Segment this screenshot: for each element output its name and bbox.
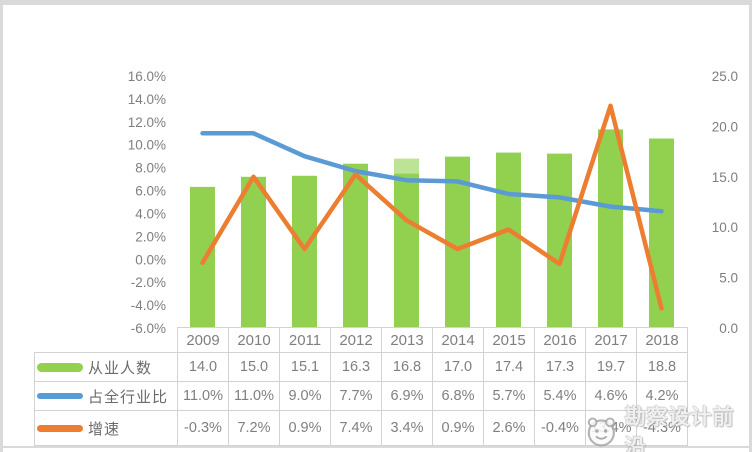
table-value-cell: 16.3	[330, 352, 382, 382]
frame-border-right	[749, 0, 752, 452]
table-value-cell: 4.2%	[636, 381, 688, 411]
left-axis-tick: 10.0%	[128, 138, 166, 153]
table-value-cell: 15.0	[228, 352, 280, 382]
right-axis-tick: 10.0	[712, 220, 738, 235]
table-value-cell: 6.9%	[381, 381, 433, 411]
bar-2018	[649, 138, 674, 328]
table-value-cell: 17.4	[483, 352, 535, 382]
line-orange-legend-swatch-icon	[37, 424, 83, 432]
bar-2015	[496, 152, 521, 328]
table-value-cell: 7.2%	[228, 410, 280, 446]
table-value-cell: 5.7%	[483, 381, 535, 411]
right-axis-tick: 15.0	[712, 170, 738, 185]
table-value-cell: 4.6%	[585, 381, 637, 411]
table-value-cell: 0.9%	[432, 410, 484, 446]
legend-cell: 占全行业比	[34, 381, 178, 411]
left-axis-tick: -6.0%	[131, 321, 166, 336]
left-axis-tick: 6.0%	[135, 184, 166, 199]
table-value-cell: 7.4%	[330, 410, 382, 446]
frame-border-top	[0, 0, 752, 5]
year-header-cell: 2010	[228, 327, 280, 353]
right-axis-tick: 25.0	[712, 69, 738, 84]
year-header-cell: 2013	[381, 327, 433, 353]
bar-2012	[343, 163, 368, 328]
table-value-cell: -4.3%	[636, 410, 688, 446]
frame-border-left	[0, 0, 3, 452]
table-value-cell: 6.8%	[432, 381, 484, 411]
table-value-cell: 14.0	[177, 352, 229, 382]
table-corner-spacer	[35, 328, 178, 353]
legend-label: 占全行业比	[88, 388, 169, 406]
legend-label: 从业人数	[88, 359, 153, 377]
right-axis-tick: 20.0	[712, 119, 738, 134]
bar-artifact-overlay	[394, 158, 419, 174]
year-header-cell: 2015	[483, 327, 535, 353]
bar-2017	[598, 129, 623, 328]
left-axis-tick: 2.0%	[135, 229, 166, 244]
left-axis-tick: 4.0%	[135, 206, 166, 221]
table-value-cell: 11.0%	[228, 381, 280, 411]
bar-2010	[241, 176, 266, 328]
bar-2011	[292, 175, 317, 328]
legend-label: 增速	[88, 420, 121, 438]
right-axis-tick: 5.0	[719, 271, 738, 286]
left-axis-tick: 0.0%	[135, 252, 166, 267]
table-value-cell: 18.8	[636, 352, 688, 382]
year-header-cell: 2016	[534, 327, 586, 353]
bar-green-legend-swatch-icon	[37, 362, 83, 372]
year-header-cell: 2018	[636, 327, 688, 353]
table-value-cell: 5.4%	[534, 381, 586, 411]
bar-2013	[394, 158, 419, 328]
table-value-cell: -0.3%	[177, 410, 229, 446]
table-value-cell: 7.7%	[330, 381, 382, 411]
line-growth-rate	[200, 103, 664, 311]
table-value-cell: 9.0%	[279, 381, 331, 411]
table-value-cell: -0.4%	[534, 410, 586, 446]
year-header-cell: 2011	[279, 327, 331, 353]
left-axis-tick: -2.0%	[131, 275, 166, 290]
left-axis-tick: 16.0%	[128, 69, 166, 84]
table-value-cell: 15.1	[279, 352, 331, 382]
right-axis-tick: 0.0	[719, 321, 738, 336]
year-header-cell: 2012	[330, 327, 382, 353]
table-value-cell: 16.8	[381, 352, 433, 382]
year-header-cell: 2014	[432, 327, 484, 353]
left-axis-tick: -4.0%	[131, 298, 166, 313]
table-value-cell: 17.0	[432, 352, 484, 382]
table-value-cell: 2.6%	[483, 410, 535, 446]
year-header-cell: 2017	[585, 327, 637, 353]
left-axis-tick: 12.0%	[128, 115, 166, 130]
frame-border-bottom	[0, 446, 752, 448]
line-industry-share	[200, 131, 664, 214]
table-value-cell: 0.9%	[279, 410, 331, 446]
line-blue-legend-swatch-icon	[37, 393, 83, 399]
legend-cell: 从业人数	[34, 352, 178, 382]
table-value-cell: 13.4%	[585, 410, 637, 446]
year-header-cell: 2009	[177, 327, 229, 353]
chart-data-table: 2009 2010 2011 2012 2013 2014 2015 2016 2017 2018…	[34, 327, 688, 446]
table-value-cell: 11.0%	[177, 381, 229, 411]
bar-2009	[190, 186, 215, 328]
table-value-cell: 3.4%	[381, 410, 433, 446]
legend-cell: 增速	[34, 410, 178, 446]
table-value-cell: 19.7	[585, 352, 637, 382]
left-axis-tick: 14.0%	[128, 92, 166, 107]
left-axis-tick: 8.0%	[135, 161, 166, 176]
table-value-cell: 17.3	[534, 352, 586, 382]
